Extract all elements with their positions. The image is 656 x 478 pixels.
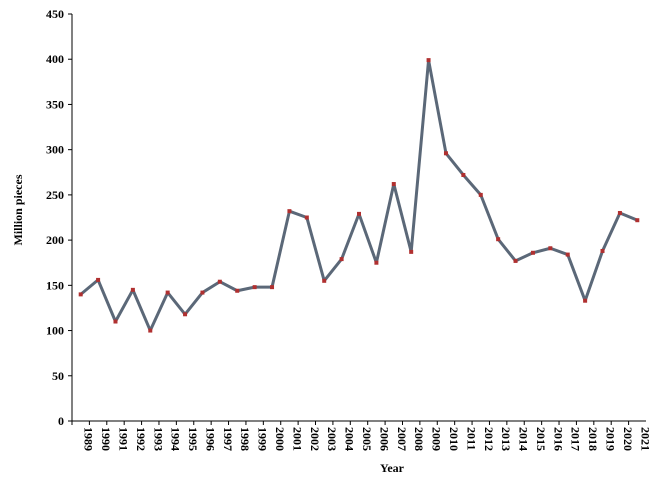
y-tick-label: 200 xyxy=(46,233,64,247)
y-tick-label: 450 xyxy=(46,7,64,21)
x-tick-label: 1995 xyxy=(186,427,200,451)
point-marker xyxy=(322,278,327,283)
point-marker xyxy=(235,288,240,293)
x-tick-label: 1996 xyxy=(203,427,217,451)
y-tick-label: 250 xyxy=(46,188,64,202)
x-tick-label: 2000 xyxy=(273,427,287,451)
x-tick-label: 2013 xyxy=(499,427,513,451)
y-tick-label: 50 xyxy=(52,369,64,383)
point-marker xyxy=(565,252,570,257)
point-marker xyxy=(217,279,222,284)
point-marker xyxy=(478,192,483,197)
x-tick-label: 2004 xyxy=(343,427,357,451)
point-marker xyxy=(287,209,292,214)
point-marker xyxy=(374,260,379,265)
point-marker xyxy=(530,250,535,255)
point-marker xyxy=(130,287,135,292)
point-marker xyxy=(113,319,118,324)
y-tick-label: 300 xyxy=(46,143,64,157)
x-tick-label: 2009 xyxy=(430,427,444,451)
point-marker xyxy=(78,292,83,297)
point-marker xyxy=(461,172,466,177)
point-marker xyxy=(165,290,170,295)
y-axis-title: Million pieces xyxy=(11,174,25,245)
x-tick-label: 2010 xyxy=(447,427,461,451)
point-marker xyxy=(270,285,275,290)
x-tick-label: 1992 xyxy=(134,427,148,451)
point-marker xyxy=(443,151,448,156)
point-marker xyxy=(96,277,101,282)
x-tick-label: 2007 xyxy=(395,427,409,451)
x-tick-label: 2021 xyxy=(638,427,652,451)
point-marker xyxy=(583,298,588,303)
point-marker xyxy=(339,257,344,262)
point-marker xyxy=(252,285,257,290)
y-tick-label: 350 xyxy=(46,97,64,111)
point-marker xyxy=(617,210,622,215)
point-marker xyxy=(496,237,501,242)
x-tick-label: 2002 xyxy=(308,427,322,451)
x-tick-label: 1997 xyxy=(221,427,235,451)
x-tick-label: 1993 xyxy=(151,427,165,451)
x-tick-label: 1989 xyxy=(82,427,96,451)
point-marker xyxy=(357,211,361,216)
x-tick-label: 2011 xyxy=(464,427,478,450)
point-marker xyxy=(513,258,518,263)
x-tick-label: 1999 xyxy=(256,427,270,451)
y-tick-label: 150 xyxy=(46,278,64,292)
x-tick-label: 1990 xyxy=(99,427,113,451)
point-marker xyxy=(409,249,414,254)
point-marker xyxy=(391,182,396,187)
point-marker xyxy=(304,215,309,220)
x-tick-label: 1991 xyxy=(116,427,130,451)
x-tick-label: 2016 xyxy=(551,427,565,451)
point-marker xyxy=(600,248,605,253)
x-tick-label: 2005 xyxy=(360,427,374,451)
point-marker xyxy=(183,312,188,317)
x-tick-label: 2020 xyxy=(621,427,635,451)
x-tick-label: 2003 xyxy=(325,427,339,451)
y-tick-label: 400 xyxy=(46,52,64,66)
y-tick-label: 100 xyxy=(46,324,64,338)
x-tick-label: 1994 xyxy=(169,427,183,451)
point-marker xyxy=(200,290,205,295)
x-tick-label: 2006 xyxy=(377,427,391,451)
x-tick-label: 2012 xyxy=(482,427,496,451)
x-axis-title: Year xyxy=(380,461,405,475)
point-marker xyxy=(148,328,153,333)
point-marker xyxy=(635,218,640,223)
x-tick-label: 2014 xyxy=(517,427,531,451)
x-tick-label: 2001 xyxy=(290,427,304,451)
y-tick-label: 0 xyxy=(58,414,64,428)
point-marker xyxy=(548,246,553,251)
x-tick-label: 2019 xyxy=(604,427,618,451)
x-tick-label: 2015 xyxy=(534,427,548,451)
x-tick-label: 2008 xyxy=(412,427,426,451)
point-marker xyxy=(426,58,431,63)
line-series xyxy=(79,58,638,333)
x-tick-label: 2018 xyxy=(586,427,600,451)
x-tick-label: 1998 xyxy=(238,427,252,451)
x-tick-label: 2017 xyxy=(569,427,583,451)
